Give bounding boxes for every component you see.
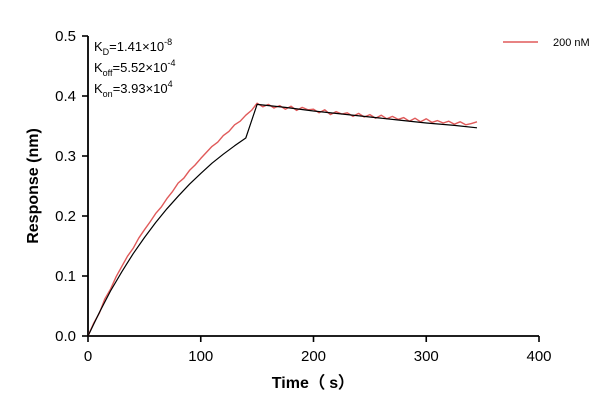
x-ticks: 0 100 200 300 400 <box>84 336 552 365</box>
y-axis-title: Response (nm) <box>25 128 42 244</box>
kon-exp: 4 <box>168 79 173 89</box>
koff-sub: off <box>103 68 113 78</box>
y-ticks: 0.0 0.1 0.2 0.3 0.4 0.5 <box>55 28 88 345</box>
series-layer <box>88 102 478 337</box>
legend-label: 200 nM <box>553 37 590 49</box>
series-line-200nm <box>88 102 478 337</box>
kon-sub: on <box>103 89 113 99</box>
x-tick-label: 400 <box>526 348 551 365</box>
kon-value: =3.93×10 <box>113 81 168 96</box>
kon-base: K <box>94 81 103 96</box>
x-tick-label: 100 <box>188 348 213 365</box>
x-tick-label: 0 <box>84 348 92 365</box>
kd-exp: -8 <box>164 37 172 47</box>
y-tick-label: 0.5 <box>55 28 76 45</box>
kd-annotation: KD=1.41×10-8 <box>94 37 172 57</box>
kd-value: =1.41×10 <box>109 39 164 54</box>
x-tick-label: 200 <box>301 348 326 365</box>
koff-base: K <box>94 60 103 75</box>
fit-line <box>88 103 478 337</box>
y-tick-label: 0.3 <box>55 148 76 165</box>
koff-annotation: Koff=5.52×10-4 <box>94 58 175 78</box>
koff-value: =5.52×10 <box>113 60 168 75</box>
kd-base: K <box>94 39 103 54</box>
kd-sub: D <box>103 47 110 57</box>
y-tick-label: 0.2 <box>55 208 76 225</box>
x-tick-label: 300 <box>414 348 439 365</box>
x-axis-title: Time（ s） <box>272 374 354 392</box>
y-tick-label: 0.0 <box>55 328 76 345</box>
y-tick-label: 0.1 <box>55 268 76 285</box>
y-tick-label: 0.4 <box>55 88 76 105</box>
kon-annotation: Kon=3.93×104 <box>94 79 173 99</box>
legend: 200 nM <box>503 37 590 49</box>
koff-exp: -4 <box>167 58 175 68</box>
